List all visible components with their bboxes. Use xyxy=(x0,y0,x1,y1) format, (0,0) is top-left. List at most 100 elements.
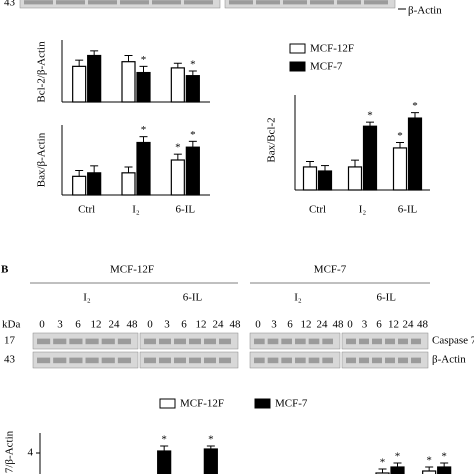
blot-band xyxy=(229,0,253,5)
blot-label: β-Actin xyxy=(432,354,466,366)
blot-band xyxy=(359,357,369,364)
lane-label: 24 xyxy=(213,319,225,331)
significance: * xyxy=(161,434,167,446)
blot-band xyxy=(308,338,320,345)
blot-band xyxy=(117,338,131,345)
blot-band xyxy=(219,357,231,364)
blot-band xyxy=(411,357,421,364)
lane-label: 24 xyxy=(109,319,121,331)
y-axis-label: 7/β-Actin xyxy=(4,430,16,473)
blot-band xyxy=(101,357,115,364)
x-tick-label: I₂ xyxy=(359,204,367,216)
significance: * xyxy=(380,457,386,469)
bar xyxy=(170,159,185,196)
significance: * xyxy=(441,451,447,463)
blot-band xyxy=(254,338,265,345)
blot-band xyxy=(56,0,85,5)
blot-band xyxy=(189,357,201,364)
y-axis-label: Bax/Bcl-2 xyxy=(266,117,278,162)
lane-label: 3 xyxy=(362,319,368,331)
blot-band xyxy=(120,0,149,5)
blot-band xyxy=(281,338,292,345)
significance: * xyxy=(190,59,196,71)
significance: * xyxy=(141,124,147,136)
bar xyxy=(362,125,378,191)
treatment: 6-IL xyxy=(183,292,203,304)
blot-band xyxy=(411,338,421,345)
bar xyxy=(185,75,200,103)
lane-label: 3 xyxy=(57,319,63,331)
lane-label: 12 xyxy=(388,319,399,331)
lane-label: 12 xyxy=(196,319,207,331)
blot-band xyxy=(385,338,395,345)
significance: * xyxy=(175,142,181,154)
blot-band xyxy=(256,0,280,5)
lane-label: 0 xyxy=(347,319,353,331)
lane-label: 6 xyxy=(287,319,293,331)
blot-band xyxy=(88,0,117,5)
blot-band xyxy=(85,338,99,345)
bar xyxy=(121,61,136,103)
lane-label: 12 xyxy=(91,319,102,331)
significance: * xyxy=(141,54,147,66)
y-axis-label: Bax/β-Actin xyxy=(36,132,48,187)
blot-band xyxy=(219,338,231,345)
blot-band xyxy=(254,357,265,364)
blot-band xyxy=(174,357,186,364)
blot-band xyxy=(322,338,333,345)
blot-band xyxy=(308,357,320,364)
lane-label: 6 xyxy=(75,319,81,331)
kda-label: 17 xyxy=(4,335,16,347)
cell-line: MCF-7 xyxy=(314,264,347,276)
bar xyxy=(72,65,87,103)
blot-band xyxy=(53,357,67,364)
blot-band xyxy=(53,338,67,345)
bar xyxy=(136,71,151,103)
blot-band xyxy=(364,0,388,5)
blot-band xyxy=(152,0,181,5)
blot-label: Caspase 7 xyxy=(432,335,474,347)
bar xyxy=(87,54,102,103)
x-tick-label: Ctrl xyxy=(78,204,95,216)
blot-band xyxy=(398,357,408,364)
y-axis-label: Bcl-2/β-Actin xyxy=(36,41,48,103)
blot-band xyxy=(322,357,333,364)
lane-label: 3 xyxy=(164,319,170,331)
significance: * xyxy=(412,100,418,112)
blot-band xyxy=(159,338,171,345)
x-tick-label: I₂ xyxy=(132,204,140,216)
blot-band xyxy=(117,357,131,364)
bar xyxy=(170,67,185,103)
lane-label: 12 xyxy=(301,319,312,331)
bar xyxy=(302,166,318,191)
kda-header: kDa xyxy=(2,319,20,331)
blot-band xyxy=(85,357,99,364)
blot-band xyxy=(372,357,382,364)
bar xyxy=(390,466,405,474)
legend-swatch xyxy=(289,43,306,54)
kda-label: 43 xyxy=(4,354,16,366)
blot-band xyxy=(385,357,395,364)
blot-band xyxy=(267,357,279,364)
blot-band xyxy=(144,357,156,364)
legend-label: MCF-12F xyxy=(310,43,354,55)
lane-label: 0 xyxy=(39,319,45,331)
lane-label: 48 xyxy=(417,319,429,331)
bar xyxy=(157,450,172,474)
blot-band xyxy=(337,0,361,5)
treatment: I₂ xyxy=(83,292,91,304)
blot-band xyxy=(159,357,171,364)
legend-swatch xyxy=(159,398,176,409)
kda-label: 43 xyxy=(4,0,16,9)
bar xyxy=(185,146,200,196)
lane-label: 0 xyxy=(147,319,153,331)
x-tick-label: 6-IL xyxy=(176,204,196,216)
blot-band xyxy=(69,338,83,345)
x-tick-label: Ctrl xyxy=(309,204,326,216)
lane-label: 48 xyxy=(333,319,345,331)
blot-band xyxy=(295,357,306,364)
legend-swatch xyxy=(254,398,271,409)
treatment: 6-IL xyxy=(376,292,396,304)
legend-label: MCF-12F xyxy=(180,398,224,410)
